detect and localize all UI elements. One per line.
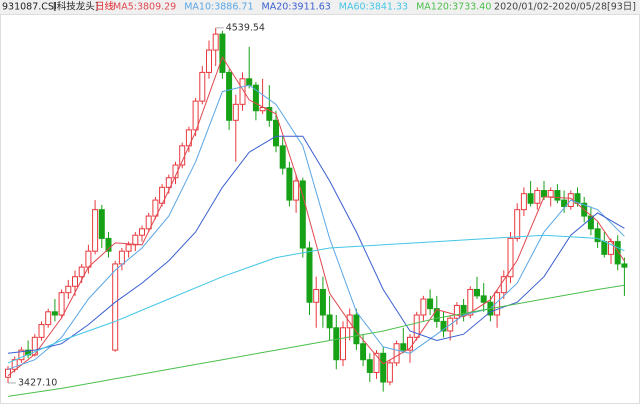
candle-body (393, 343, 400, 364)
annotation-label: 4539.54 (226, 22, 265, 33)
candle-body (165, 177, 172, 188)
candle-body (380, 352, 387, 383)
candle-body (72, 276, 78, 287)
candle-body (65, 285, 72, 294)
legend-entry: MA20:3911.63 (262, 2, 331, 13)
candle-body (614, 241, 621, 265)
candle-body (373, 352, 380, 373)
candle-body (574, 193, 581, 204)
candle-body (286, 167, 293, 201)
candle-body (467, 288, 474, 316)
legend-entry: MA10:3886.71 (184, 2, 253, 13)
candle-body (152, 199, 159, 217)
candle-body (594, 228, 601, 243)
candle-body (118, 250, 125, 265)
candle-body (239, 78, 246, 105)
legend-entry: MA120:3733.40 (416, 2, 491, 13)
candle-body (45, 311, 52, 326)
candle-body (500, 276, 507, 294)
candle-body (366, 359, 373, 373)
ma-line (7, 234, 625, 364)
candle-body (98, 209, 105, 239)
plot-frame (0, 14, 640, 404)
candle-body (293, 180, 300, 201)
candle-body (273, 119, 279, 147)
ma-line (7, 135, 625, 354)
candle-body (480, 295, 487, 303)
candle-body (474, 288, 480, 297)
candle-body (246, 78, 253, 86)
candle-body (313, 288, 320, 303)
candle-body (494, 292, 501, 316)
candle-body (547, 190, 554, 198)
candle-body (360, 343, 367, 361)
legend-entry: MA60:3841.33 (339, 2, 408, 13)
candle-body (353, 314, 360, 345)
candle-body (554, 190, 561, 201)
candle-body (212, 33, 219, 51)
candle-body (51, 311, 58, 316)
ma-line (7, 284, 625, 397)
candle-body (132, 234, 139, 246)
candle-body (427, 298, 434, 310)
candle-body (520, 193, 527, 211)
candle-body (386, 362, 393, 383)
annotation-label: 3427.10 (18, 377, 57, 388)
candle-body (621, 263, 628, 268)
candle-body (226, 71, 233, 121)
candle-body (279, 145, 286, 169)
candle-body (340, 327, 346, 361)
ma-line (7, 55, 625, 377)
candle-body (319, 288, 326, 316)
candle-body (534, 190, 541, 204)
candle-body (112, 263, 119, 351)
ma-line (7, 84, 625, 370)
candle-body (219, 33, 226, 73)
period: 日线 (95, 1, 115, 13)
candle-body (85, 250, 92, 268)
candle-body (18, 349, 25, 361)
candle-body (58, 292, 65, 316)
candle-body (38, 324, 45, 338)
candle-body (259, 107, 266, 112)
candle-body (199, 71, 206, 102)
candle-body (400, 343, 407, 351)
candle-body (541, 190, 547, 198)
stock-name: [科技龙头] (53, 1, 98, 13)
candle-body (514, 209, 521, 239)
candle-body (326, 314, 333, 329)
candle-body (601, 241, 608, 255)
candle-body (507, 237, 514, 278)
candle-body (333, 327, 340, 361)
candle-body (125, 244, 132, 252)
candle-body (433, 308, 440, 322)
candle-body (266, 107, 273, 121)
date-range: 2020/01/02-2020/05/28[93日] (494, 2, 636, 13)
candle-body (252, 84, 259, 112)
legend-entry: MA5:3809.29 (113, 2, 176, 13)
candle-body (306, 247, 313, 303)
candle-body (413, 314, 420, 338)
candle-body (299, 180, 306, 249)
candle-body (145, 215, 152, 230)
candle-body (527, 193, 534, 204)
candle-body (139, 228, 145, 236)
candle-body (206, 49, 212, 73)
header-bar (0, 0, 640, 14)
candle-body (5, 368, 11, 378)
candle-body (105, 237, 112, 252)
candle-body (440, 320, 447, 332)
code: 931087.CSI (2, 2, 57, 13)
candle-body (232, 103, 239, 121)
candle-body (453, 304, 460, 319)
candle-body (78, 266, 85, 278)
candle-body (192, 100, 199, 131)
candle-body (420, 298, 427, 316)
candle-body (92, 209, 99, 252)
candle-body (561, 199, 568, 207)
